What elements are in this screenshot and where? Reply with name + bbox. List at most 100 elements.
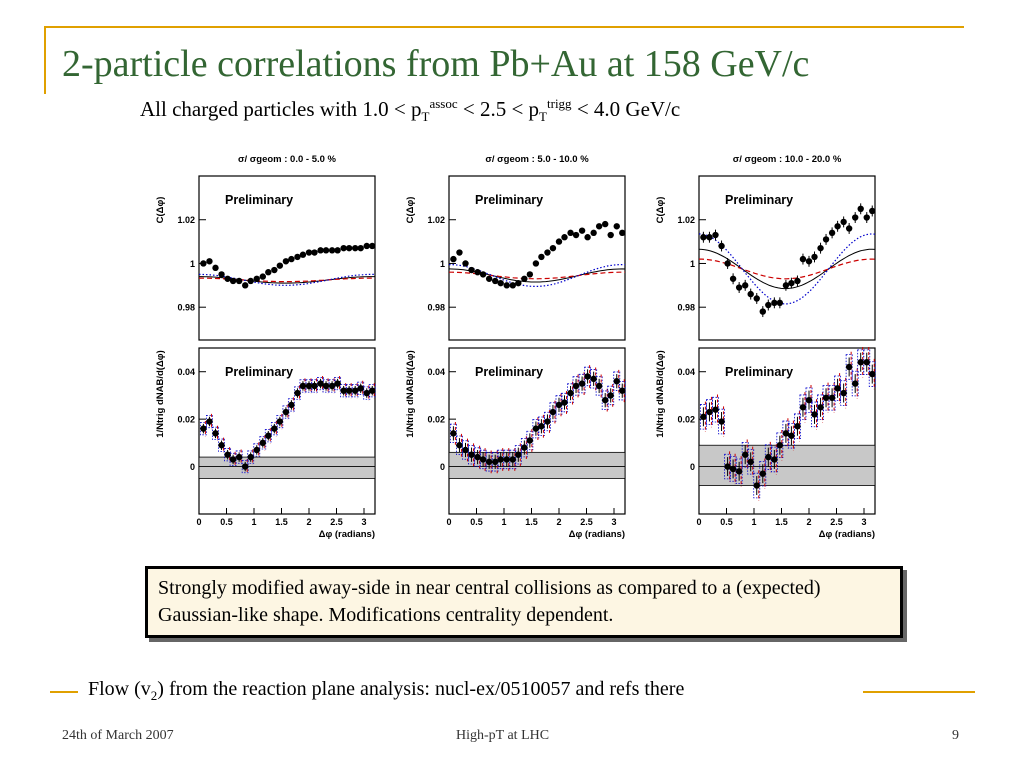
data-point [456,249,463,256]
x-tick-label: 0.5 [720,517,733,527]
data-point [450,430,457,437]
data-point [247,277,254,285]
y-axis-label: 1/Ntrig dNAB/d(Δφ) [155,350,166,438]
data-point [532,425,540,432]
x-tick-label: 3 [861,517,866,527]
data-point [712,231,719,239]
data-point [857,359,864,366]
footnote-dash [50,691,78,693]
data-point [322,247,330,254]
data-point [276,262,284,269]
data-point [532,260,540,267]
y-tick-label: 1 [440,259,445,269]
data-point [759,308,766,315]
data-point [817,244,824,252]
x-axis-label: Δφ (radians) [819,529,875,540]
data-point [607,392,614,399]
data-point [206,258,213,265]
x-tick-label: 0.5 [220,517,233,527]
data-point [578,380,586,387]
data-point [363,242,370,250]
data-point [521,275,528,282]
footnote-part: ) from the reaction plane analysis: nucl… [157,678,685,700]
x-tick-label: 2.5 [580,517,593,527]
data-point [735,468,743,475]
data-point [747,290,754,298]
data-point [869,207,876,215]
data-point [509,282,516,289]
plot-frame [448,175,626,341]
data-point [706,408,713,416]
data-point [724,260,731,267]
y-tick-label: 0.98 [677,303,695,313]
data-point [811,253,818,261]
x-tick-label: 1.5 [775,517,788,527]
data-point [492,277,499,285]
data-point [590,375,597,383]
x-tick-label: 2 [806,517,811,527]
y-tick-label: 0.02 [427,415,445,425]
data-point [555,238,563,245]
footnote-row: Flow (v2) from the reaction plane analys… [50,676,975,706]
data-point [857,205,864,212]
data-point [218,271,225,278]
data-point [526,271,534,278]
data-point [753,482,760,489]
data-point [485,458,493,466]
data-point [584,234,591,241]
data-point [619,387,626,394]
data-point [235,453,243,461]
data-point [572,382,580,390]
x-tick-label: 2 [556,517,561,527]
y-tick-label: 0 [190,462,195,472]
x-axis-label: Δφ (radians) [569,529,625,540]
y-tick-label: 0 [690,462,695,472]
subtitle-part: < 2.5 < p [457,97,540,121]
data-point [340,244,347,252]
x-tick-label: 1 [501,517,506,527]
data-point [276,418,284,425]
plot-frame [198,347,376,515]
preliminary-label: Preliminary [725,365,793,379]
data-point [863,359,870,366]
data-point [363,389,370,397]
data-point [259,439,266,447]
data-point [718,242,725,250]
footer-date: 24th of March 2007 [62,728,174,743]
data-point [852,214,859,221]
centrality-label: σ/ σgeom : 5.0 - 10.0 % [485,154,589,165]
data-point [729,465,737,473]
data-point [811,411,818,418]
preliminary-label: Preliminary [725,193,793,207]
data-point [271,266,278,274]
footer-title: High-pT at LHC [456,728,550,743]
data-point [212,430,219,437]
data-point [515,279,522,287]
data-point [544,418,551,425]
data-point [474,453,481,461]
data-point [729,275,737,282]
preliminary-label: Preliminary [475,365,543,379]
data-point [235,277,243,285]
x-tick-label: 0 [696,517,701,527]
data-point [253,446,260,454]
x-tick-label: 2 [306,517,311,527]
data-point [485,275,493,282]
correlation-figure: σ/ σgeom : 0.0 - 5.0 % Preliminary 0.98 1 1.… [155,154,876,540]
plot-frame [198,175,376,341]
x-tick-label: 3 [361,517,366,527]
data-point [619,229,626,237]
data-point [834,223,841,230]
y-tick-label: 1 [190,259,195,269]
data-point [828,394,836,401]
data-point [863,214,870,221]
data-point [311,249,318,256]
centrality-label: σ/ σgeom : 10.0 - 20.0 % [733,154,842,165]
data-point [840,218,847,226]
flow-curve-solid [698,248,876,290]
data-point [555,401,563,409]
data-point [369,387,376,394]
data-point [288,255,295,263]
data-point [282,408,290,416]
slide-subtitle: All charged particles with 1.0 < pTassoc… [140,96,680,125]
